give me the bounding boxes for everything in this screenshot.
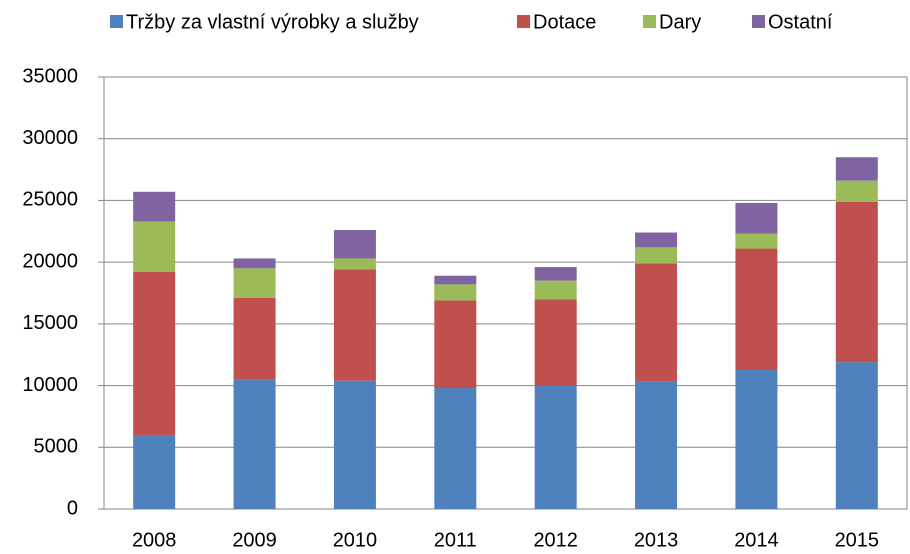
bar-segment: [133, 221, 176, 273]
bar-segment: [635, 381, 678, 509]
bar-segment: [133, 272, 176, 435]
bar-segment: [835, 201, 878, 363]
x-tick-label: 2015: [835, 529, 880, 551]
y-tick-label: 15000: [22, 312, 78, 334]
y-tick-label: 10000: [22, 374, 78, 396]
bar-segment: [434, 388, 477, 509]
bar-segment: [635, 263, 678, 382]
legend-swatch: [643, 15, 656, 28]
legend-label: Dary: [659, 11, 701, 33]
x-tick-label: 2011: [434, 529, 477, 551]
y-tick-label: 0: [67, 497, 78, 519]
bar-segment: [233, 268, 276, 298]
bar-segment: [635, 247, 678, 264]
bar-segment: [233, 379, 276, 509]
y-tick-label: 30000: [22, 127, 78, 149]
bar-segment: [735, 233, 778, 249]
bar-segment: [534, 280, 577, 300]
bar-segment: [133, 434, 176, 509]
legend-label: Ostatní: [768, 11, 833, 33]
y-tick-label: 5000: [34, 436, 79, 458]
bar-segment: [333, 380, 376, 509]
x-tick-label: 2010: [333, 529, 378, 551]
bar-segment: [333, 258, 376, 270]
legend-label: Tržby za vlastní výrobky a služby: [126, 11, 419, 33]
legend-label: Dotace: [533, 11, 596, 33]
bar-segment: [835, 180, 878, 202]
legend-swatch: [517, 15, 530, 28]
bar-segment: [333, 269, 376, 381]
y-tick-label: 25000: [22, 189, 78, 211]
bar-segment: [835, 362, 878, 509]
plot-frame: [103, 76, 908, 510]
bar-segment: [534, 267, 577, 281]
bar-segment: [735, 369, 778, 509]
bar-segment: [133, 191, 176, 222]
bar-segment: [635, 232, 678, 248]
bar-segment: [434, 284, 477, 301]
x-tick-label: 2014: [734, 529, 779, 551]
bar-segment: [233, 258, 276, 269]
x-tick-label: 2009: [232, 529, 277, 551]
legend-swatch: [110, 15, 123, 28]
x-tick-label: 2008: [132, 529, 177, 551]
y-tick-label: 20000: [22, 250, 78, 272]
x-tick-label: 2013: [634, 529, 679, 551]
bar-segment: [333, 230, 376, 259]
y-tick-label: 35000: [22, 65, 78, 87]
bar-segment: [534, 299, 577, 386]
bar-segment: [835, 157, 878, 181]
bar-segment: [434, 275, 477, 285]
bar-segment: [735, 202, 778, 234]
bar-segment: [434, 300, 477, 389]
x-tick-label: 2012: [533, 529, 578, 551]
bar-segment: [534, 385, 577, 509]
legend-swatch: [752, 15, 765, 28]
bar-segment: [233, 297, 276, 380]
bar-segment: [735, 248, 778, 370]
